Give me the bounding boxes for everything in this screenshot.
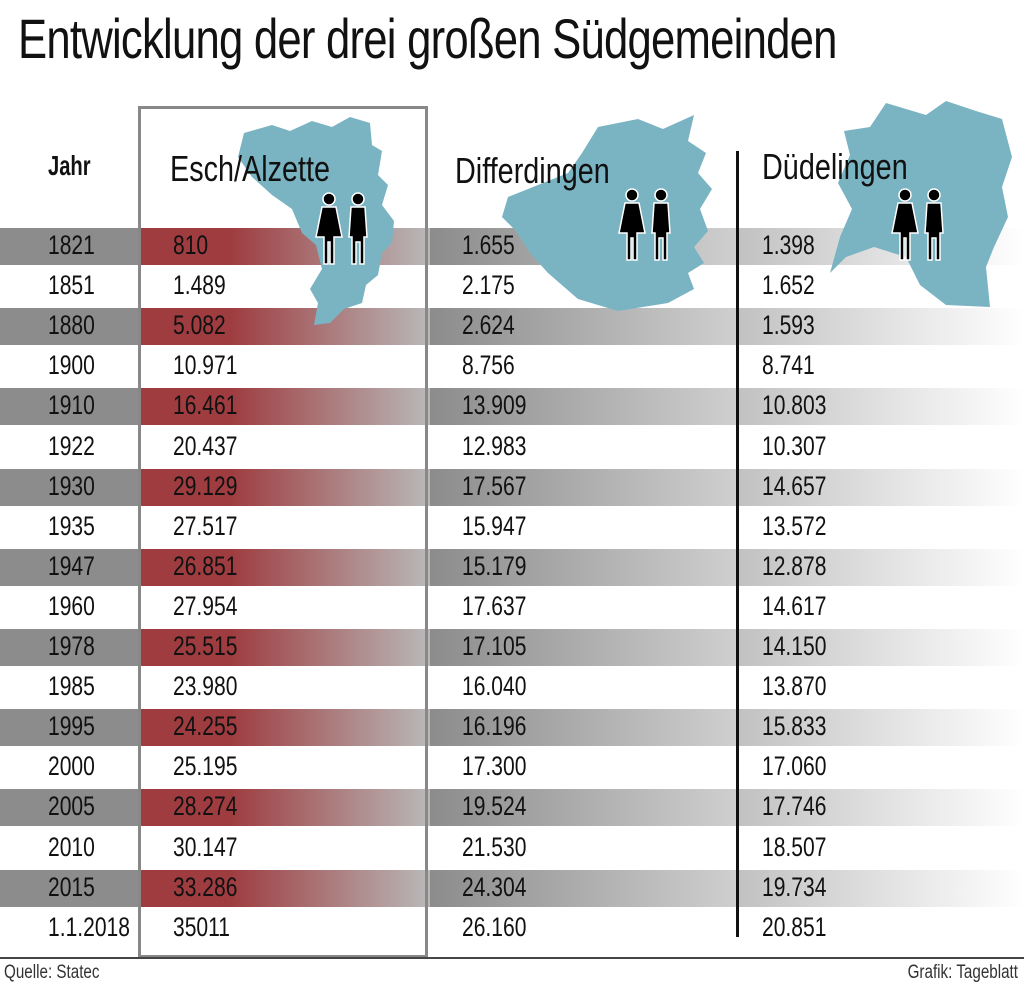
esch-value-cell: 28.274 <box>173 791 238 822</box>
people-icon <box>618 188 671 261</box>
esch-value-cell: 30.147 <box>173 831 238 862</box>
dudelingen-value-cell: 20.851 <box>762 911 827 942</box>
column-divider <box>736 151 739 937</box>
dudelingen-value-cell: 13.572 <box>762 510 827 541</box>
dudelingen-value-cell: 14.150 <box>762 631 827 661</box>
dudelingen-value-cell: 13.870 <box>762 671 827 702</box>
row-stripe <box>0 789 1024 827</box>
year-cell: 1947 <box>48 550 95 581</box>
row-stripe <box>0 308 1024 346</box>
map-esch-icon <box>238 117 394 325</box>
differdingen-value-cell: 2.624 <box>462 310 515 341</box>
dudelingen-value-cell: 1.593 <box>762 310 815 341</box>
esch-value-cell: 26.851 <box>173 550 238 581</box>
map-differdingen-icon <box>502 115 712 311</box>
row-stripe <box>0 468 1024 506</box>
year-cell: 1821 <box>48 230 95 260</box>
dudelingen-value-cell: 10.307 <box>762 430 827 461</box>
source-note: Quelle: Statec <box>4 962 100 983</box>
year-cell: 1985 <box>48 671 95 702</box>
row-stripe <box>0 869 1024 907</box>
row-stripe <box>0 548 1024 586</box>
differdingen-value-cell: 1.655 <box>462 230 515 260</box>
esch-value-cell: 23.980 <box>173 671 238 702</box>
year-cell: 1930 <box>48 470 95 501</box>
differdingen-value-cell: 2.175 <box>462 270 515 301</box>
year-cell: 1880 <box>48 310 95 341</box>
esch-value-cell: 35011 <box>173 911 231 942</box>
differdingen-value-cell: 15.947 <box>462 510 527 541</box>
year-cell: 1922 <box>48 430 95 461</box>
dudelingen-value-cell: 1.398 <box>762 230 815 260</box>
people-icon <box>315 192 368 265</box>
differdingen-value-cell: 12.983 <box>462 430 527 461</box>
differdingen-value-cell: 17.637 <box>462 590 527 621</box>
differdingen-value-cell: 16.196 <box>462 711 527 742</box>
year-cell: 2000 <box>48 751 95 782</box>
chart-title: Entwicklung der drei großen Südgemeinden <box>18 7 837 70</box>
row-stripe <box>0 629 1024 666</box>
people-icon <box>891 188 944 261</box>
dudelingen-value-cell: 19.734 <box>762 871 827 902</box>
differdingen-value-cell: 8.756 <box>462 350 515 381</box>
year-cell: 1935 <box>48 510 95 541</box>
dudelingen-value-cell: 17.060 <box>762 751 827 782</box>
dudelingen-value-cell: 8.741 <box>762 350 815 381</box>
dudelingen-value-cell: 14.617 <box>762 590 827 621</box>
esch-value-cell: 1.489 <box>173 270 226 301</box>
year-cell: 1960 <box>48 590 95 621</box>
differdingen-value-cell: 26.160 <box>462 911 527 942</box>
year-cell: 1995 <box>48 711 95 742</box>
dudelingen-value-cell: 18.507 <box>762 831 827 862</box>
differdingen-value-cell: 13.909 <box>462 390 527 421</box>
esch-value-cell: 33.286 <box>173 871 238 902</box>
dudelingen-value-cell: 1.652 <box>762 270 815 301</box>
header-differdingen: Differdingen <box>455 150 610 191</box>
esch-value-cell: 27.954 <box>173 590 238 621</box>
differdingen-value-cell: 16.040 <box>462 671 527 702</box>
dudelingen-value-cell: 10.803 <box>762 390 827 421</box>
credit-note: Grafik: Tageblatt <box>907 962 1018 983</box>
differdingen-value-cell: 15.179 <box>462 550 527 581</box>
esch-value-cell: 16.461 <box>173 390 238 421</box>
differdingen-value-cell: 21.530 <box>462 831 527 862</box>
dudelingen-value-cell: 14.657 <box>762 470 827 501</box>
header-dudelingen: Düdelingen <box>762 146 908 187</box>
esch-value-cell: 29.129 <box>173 470 238 501</box>
table-bottom-rule <box>0 957 1024 959</box>
esch-value-cell: 810 <box>173 230 209 260</box>
dudelingen-value-cell: 17.746 <box>762 791 827 822</box>
differdingen-value-cell: 17.300 <box>462 751 527 782</box>
row-stripe <box>0 388 1024 426</box>
row-stripe <box>0 709 1024 747</box>
map-dudelingen-icon <box>830 101 1012 307</box>
esch-value-cell: 25.515 <box>173 631 238 661</box>
esch-value-cell: 20.437 <box>173 430 238 461</box>
year-cell: 1900 <box>48 350 95 381</box>
year-cell: 1910 <box>48 390 95 421</box>
year-cell: 1978 <box>48 631 95 661</box>
dudelingen-value-cell: 15.833 <box>762 711 827 742</box>
esch-value-cell: 24.255 <box>173 711 238 742</box>
differdingen-value-cell: 19.524 <box>462 791 527 822</box>
header-esch: Esch/Alzette <box>170 148 331 189</box>
dudelingen-value-cell: 12.878 <box>762 550 827 581</box>
year-cell: 2015 <box>48 871 95 902</box>
esch-value-cell: 10.971 <box>173 350 238 381</box>
header-year: Jahr <box>48 150 91 181</box>
year-cell: 2005 <box>48 791 95 822</box>
differdingen-value-cell: 17.567 <box>462 470 527 501</box>
esch-value-cell: 5.082 <box>173 310 226 341</box>
differdingen-value-cell: 17.105 <box>462 631 527 661</box>
esch-value-cell: 27.517 <box>173 510 238 541</box>
year-cell: 2010 <box>48 831 95 862</box>
year-cell: 1.1.2018 <box>48 911 130 942</box>
esch-value-cell: 25.195 <box>173 751 238 782</box>
esch-column-frame <box>138 106 428 958</box>
year-cell: 1851 <box>48 270 95 301</box>
differdingen-value-cell: 24.304 <box>462 871 527 902</box>
